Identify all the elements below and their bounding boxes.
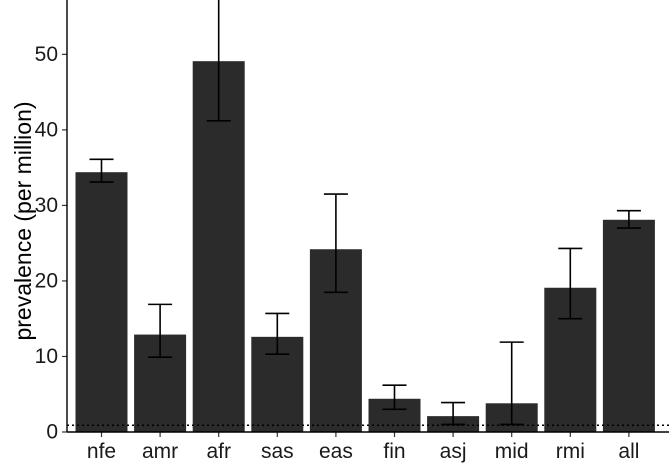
y-tick-label-50: 50 (35, 43, 58, 66)
bar-nfe (75, 172, 128, 432)
x-tick-label-nfe: nfe (87, 440, 116, 463)
x-tick-labels: nfe amr afr sas eas fin asj mid rmi all (87, 440, 640, 463)
error-bars-layer (89, 0, 641, 426)
x-tick-label-all: all (618, 440, 639, 463)
x-tick-label-sas: sas (261, 440, 294, 463)
y-tick-label-30: 30 (35, 194, 58, 217)
y-tick-label-0: 0 (46, 421, 58, 444)
axes-layer (62, 0, 669, 437)
x-tick-label-amr: amr (142, 440, 178, 463)
y-tick-label-10: 10 (35, 345, 58, 368)
bar-all (602, 219, 655, 432)
x-tick-label-eas: eas (319, 440, 353, 463)
bar-afr (192, 61, 245, 432)
y-tick-labels: 0 10 20 30 40 50 (35, 43, 58, 444)
x-tick-label-afr: afr (206, 440, 231, 463)
x-tick-label-asj: asj (440, 440, 467, 463)
y-axis-title: prevalence (per million) (10, 101, 36, 340)
bars-layer (75, 61, 655, 432)
x-tick-label-mid: mid (495, 440, 529, 463)
x-tick-label-fin: fin (383, 440, 405, 463)
y-tick-label-20: 20 (35, 269, 58, 292)
x-tick-label-rmi: rmi (556, 440, 585, 463)
y-tick-label-40: 40 (35, 118, 58, 141)
